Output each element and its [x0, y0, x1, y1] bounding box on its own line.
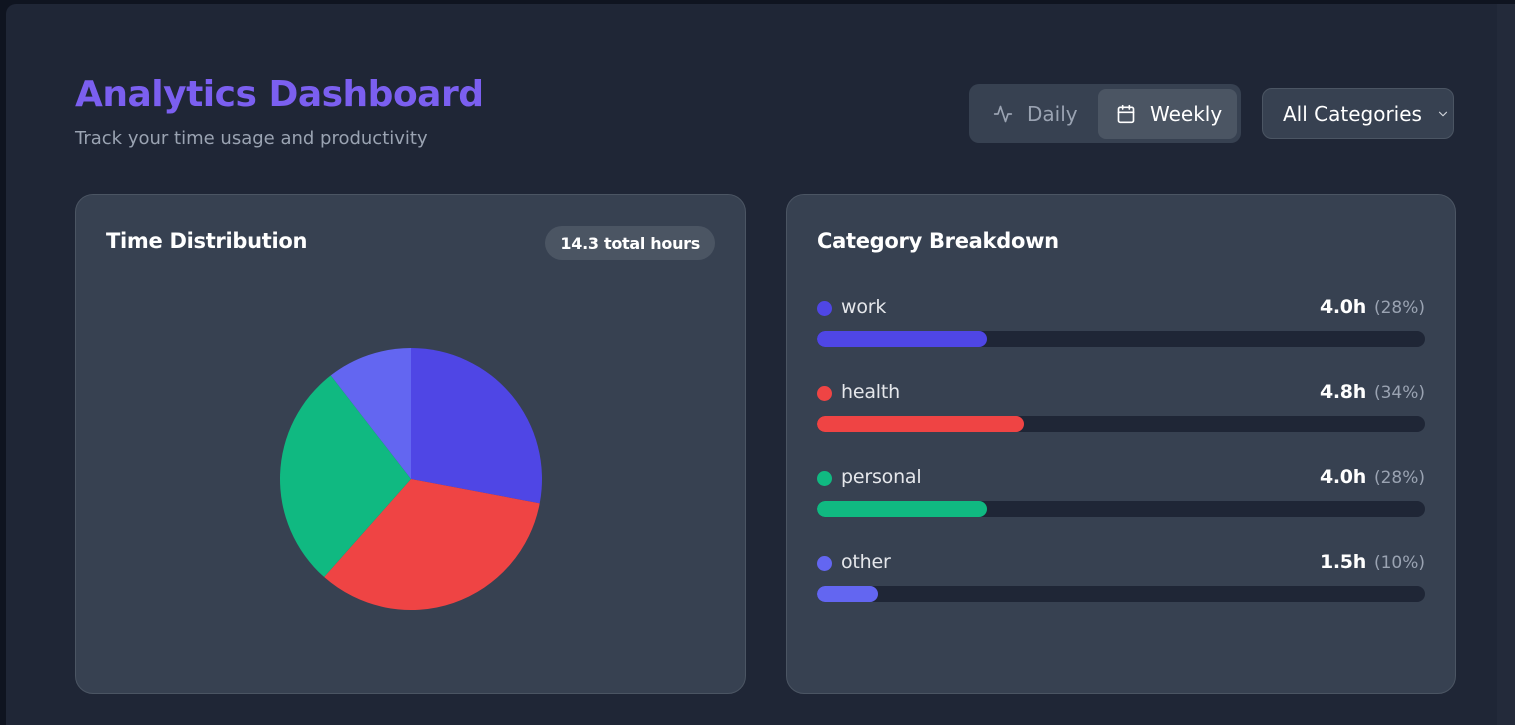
category-row-personal: personal 4.0h (28%) — [817, 466, 1425, 526]
category-values: 4.0h (28%) — [1320, 296, 1425, 318]
category-values: 1.5h (10%) — [1320, 551, 1425, 573]
category-percent: (10%) — [1373, 553, 1425, 573]
category-row-health: health 4.8h (34%) — [817, 381, 1425, 441]
category-values: 4.8h (34%) — [1320, 381, 1425, 403]
total-hours-badge: 14.3 total hours — [545, 226, 715, 260]
pie-slice-health[interactable] — [324, 479, 540, 610]
category-progress-track — [817, 586, 1425, 602]
category-name: work — [841, 296, 887, 318]
page-subtitle: Track your time usage and productivity — [75, 128, 428, 149]
chevron-down-icon — [1436, 107, 1450, 121]
category-row-work: work 4.0h (28%) — [817, 296, 1425, 356]
category-name: other — [841, 551, 891, 573]
category-filter-value: All Categories — [1283, 101, 1422, 126]
weekly-toggle-button[interactable]: Weekly — [1098, 89, 1237, 139]
category-color-dot — [817, 471, 832, 486]
category-progress-fill — [817, 331, 988, 347]
category-color-dot — [817, 301, 832, 316]
category-hours: 4.0h — [1319, 466, 1366, 488]
pie-slice-work[interactable] — [411, 348, 542, 504]
scrollbar-track[interactable] — [1497, 4, 1515, 725]
category-breakdown-card: Category Breakdown work 4.0h (28%) healt… — [786, 194, 1456, 694]
daily-label: Daily — [1027, 102, 1078, 126]
pie-slice-personal[interactable] — [280, 375, 411, 578]
category-progress-track — [817, 331, 1425, 347]
analytics-app: Analytics Dashboard Track your time usag… — [6, 4, 1515, 725]
category-progress-track — [817, 501, 1425, 517]
category-progress-track — [817, 416, 1425, 432]
time-distribution-pie-chart — [280, 348, 542, 610]
daily-toggle-button[interactable]: Daily — [975, 89, 1093, 139]
category-percent: (28%) — [1373, 298, 1425, 318]
view-toggle: Daily Weekly — [969, 84, 1241, 143]
category-color-dot — [817, 556, 832, 571]
pie-slice-other[interactable] — [330, 348, 411, 479]
page-title: Analytics Dashboard — [75, 74, 484, 115]
time-distribution-card: Time Distribution 14.3 total hours — [75, 194, 746, 694]
category-color-dot — [817, 386, 832, 401]
category-hours: 4.8h — [1319, 381, 1366, 403]
category-name: personal — [841, 466, 922, 488]
category-percent: (28%) — [1373, 468, 1425, 488]
category-progress-fill — [817, 501, 988, 517]
category-percent: (34%) — [1373, 383, 1425, 403]
category-breakdown-title: Category Breakdown — [817, 229, 1059, 253]
category-filter-select[interactable]: All Categories — [1262, 88, 1454, 139]
category-name: health — [841, 381, 900, 403]
category-values: 4.0h (28%) — [1320, 466, 1425, 488]
category-hours: 4.0h — [1319, 296, 1366, 318]
category-row-other: other 1.5h (10%) — [817, 551, 1425, 611]
category-progress-fill — [817, 586, 878, 602]
category-progress-fill — [817, 416, 1024, 432]
activity-icon — [993, 104, 1013, 124]
time-distribution-title: Time Distribution — [106, 229, 308, 253]
weekly-label: Weekly — [1150, 102, 1223, 126]
category-hours: 1.5h — [1319, 551, 1366, 573]
calendar-icon — [1116, 104, 1136, 124]
